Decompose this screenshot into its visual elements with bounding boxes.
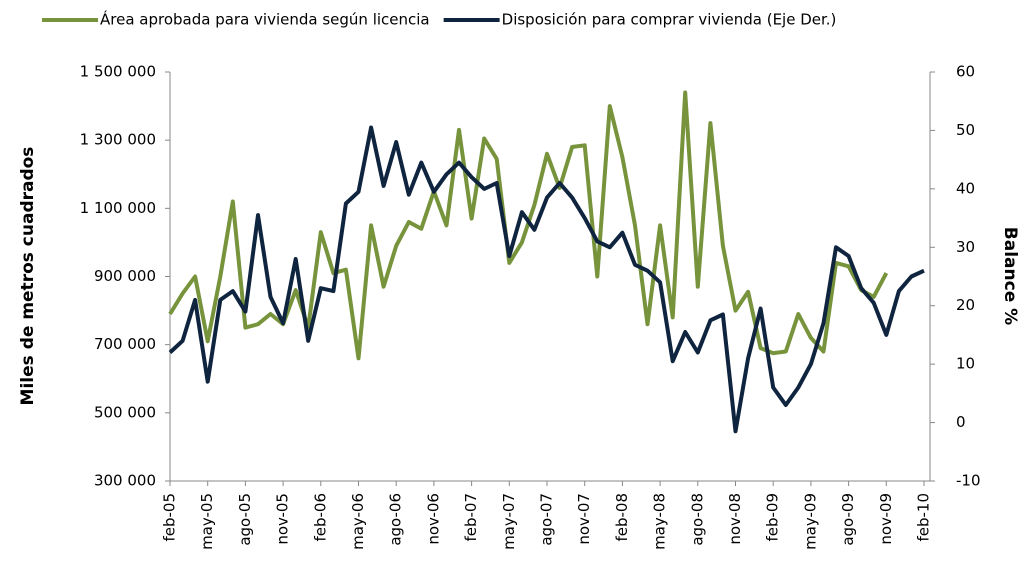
x-tick-label: nov-08 <box>726 493 744 545</box>
x-tick-label: nov-09 <box>877 493 895 545</box>
x-tick-label: nov-07 <box>575 493 593 545</box>
x-tick-label: nov-05 <box>274 493 292 545</box>
x-tick-label: feb-09 <box>764 493 782 542</box>
x-tick-label: nov-06 <box>424 493 442 545</box>
x-tick-label: feb-05 <box>161 493 179 542</box>
x-tick-label: feb-06 <box>311 493 329 542</box>
y-tick-label: 1 300 000 <box>80 131 156 149</box>
x-tick-label: may-08 <box>651 493 669 550</box>
x-tick-label: ago-09 <box>839 493 857 546</box>
x-tick-label: may-06 <box>349 493 367 550</box>
x-tick-label: ago-06 <box>387 493 405 546</box>
legend-label: Disposición para comprar vivienda (Eje D… <box>502 11 837 29</box>
y-tick-label: 500 000 <box>94 403 156 421</box>
y-tick-label: 900 000 <box>94 267 156 285</box>
x-tick-label: may-09 <box>801 493 819 550</box>
x-tick-label: feb-08 <box>613 493 631 542</box>
y2-tick-label: 10 <box>956 355 975 373</box>
series-line <box>168 90 889 361</box>
y-tick-label: 700 000 <box>94 335 156 353</box>
x-tick-label: feb-07 <box>462 493 480 542</box>
y2-tick-label: 60 <box>956 63 975 81</box>
y-tick-label: 1 100 000 <box>80 199 156 217</box>
y2-tick-label: 50 <box>956 121 975 139</box>
y-tick-label: 1 500 000 <box>80 63 156 81</box>
y2-tick-label: -10 <box>956 472 981 490</box>
y2-tick-label: 20 <box>956 296 975 314</box>
y2-axis-label: Balance % <box>1000 227 1020 325</box>
series-line <box>168 125 925 434</box>
y2-tick-label: 30 <box>956 238 975 256</box>
y2-tick-label: 0 <box>956 413 966 431</box>
x-tick-label: may-05 <box>198 493 216 550</box>
y-axis-label: Miles de metros cuadrados <box>18 147 38 406</box>
y-tick-label: 300 000 <box>94 472 156 490</box>
x-tick-label: may-07 <box>500 493 518 550</box>
x-tick-label: ago-07 <box>538 493 556 546</box>
legend-label: Área aprobada para vivienda según licenc… <box>100 10 430 29</box>
x-tick-label: ago-08 <box>688 493 706 546</box>
y2-tick-label: 40 <box>956 179 975 197</box>
x-tick-label: feb-10 <box>915 493 933 542</box>
x-tick-label: ago-05 <box>236 493 254 546</box>
